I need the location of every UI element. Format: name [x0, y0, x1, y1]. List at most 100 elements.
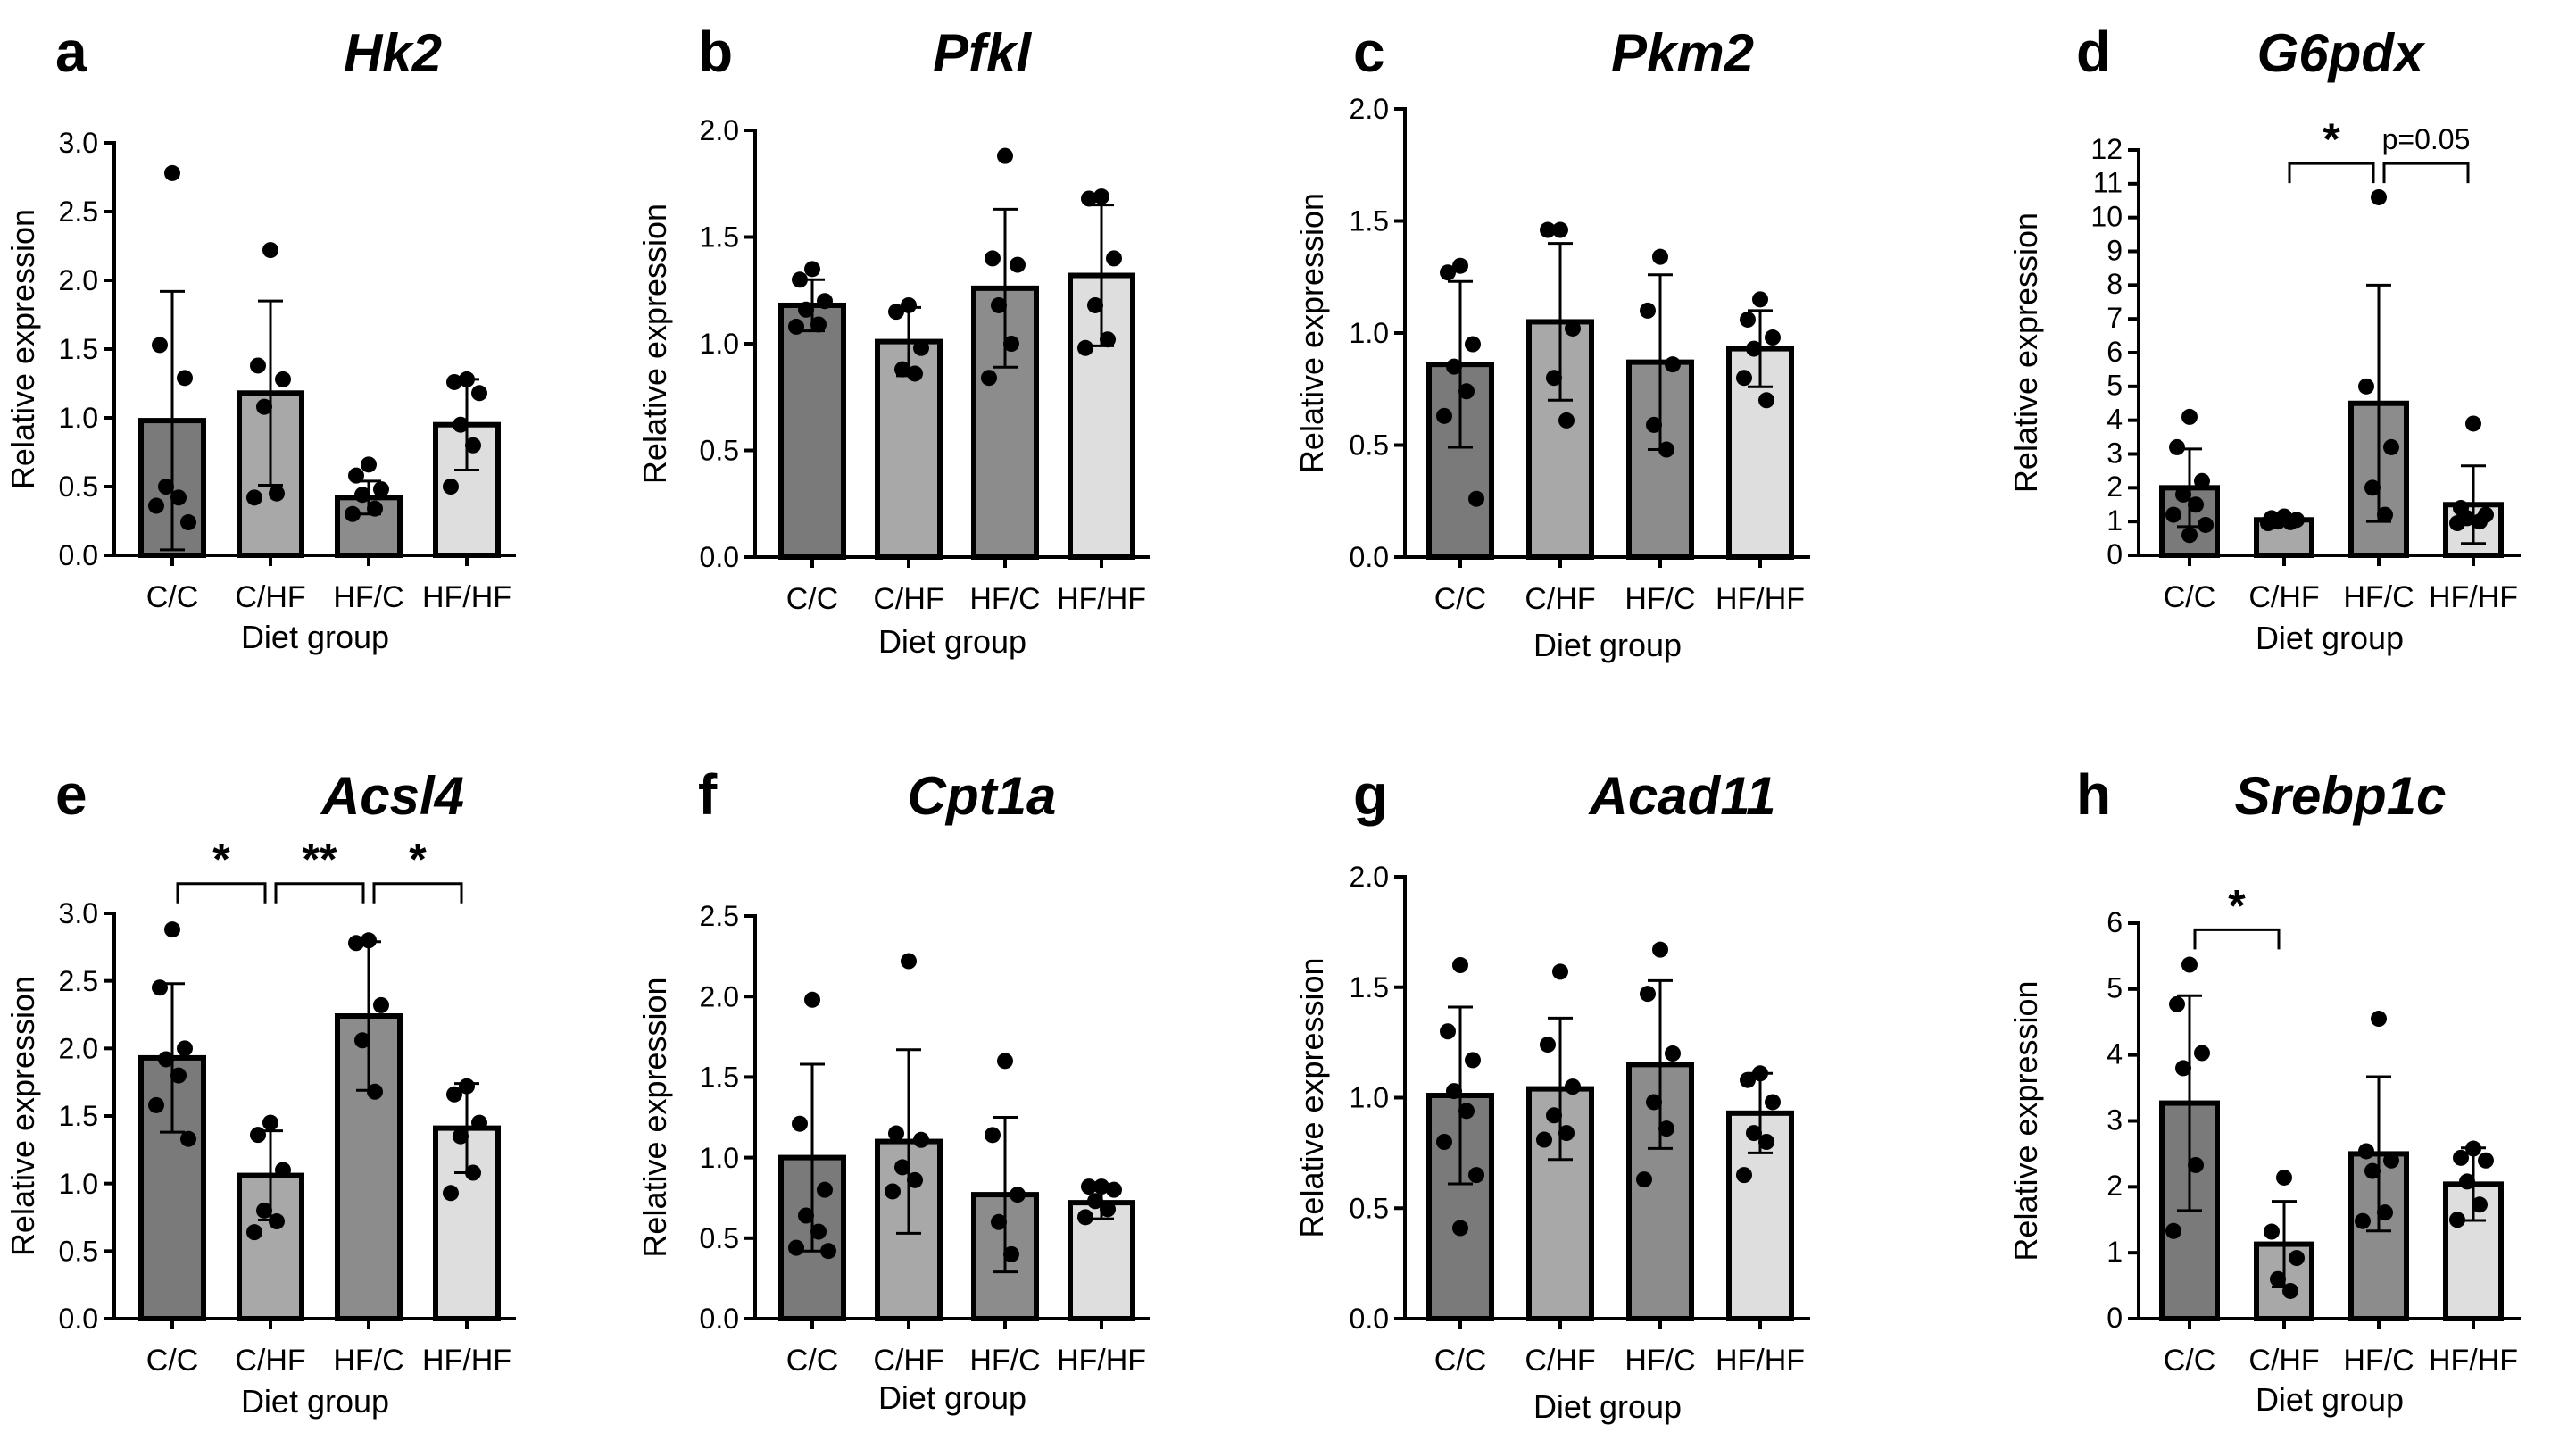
y-tick-label: 0.5	[1350, 429, 1389, 462]
data-point	[913, 339, 929, 356]
data-point	[2194, 1045, 2210, 1062]
data-point	[2371, 188, 2387, 205]
chart-title: Pkm2	[1611, 23, 1754, 83]
data-point	[1636, 1171, 1652, 1188]
data-point	[1652, 941, 1668, 958]
data-point	[1010, 256, 1026, 273]
data-point	[1765, 1094, 1781, 1111]
y-axis-label: Relative expression	[636, 204, 673, 484]
data-point	[991, 1213, 1007, 1230]
x-tick-label: C/HF	[873, 582, 943, 616]
bar-C/C	[778, 302, 846, 560]
data-point	[1468, 1167, 1484, 1184]
y-tick-label: 1.5	[700, 1062, 739, 1094]
data-point	[792, 1115, 808, 1132]
data-point	[453, 416, 469, 433]
chart-title: Hk2	[344, 23, 442, 83]
data-point	[348, 467, 364, 484]
data-point	[1558, 412, 1575, 429]
data-point	[820, 1243, 836, 1260]
y-tick-label: 0	[2107, 538, 2123, 570]
data-point	[907, 1171, 923, 1188]
y-axis-label: Relative expression	[4, 209, 41, 489]
data-point	[1465, 1052, 1481, 1069]
x-tick-label: C/C	[2164, 580, 2216, 614]
data-point	[361, 456, 377, 473]
x-axis-label: Diet group	[2256, 1381, 2404, 1418]
data-point	[2377, 1204, 2393, 1221]
data-point	[1740, 311, 1756, 328]
data-point	[443, 479, 459, 495]
y-tick-label: 2.0	[700, 114, 739, 146]
data-point	[446, 373, 462, 390]
data-point	[1087, 296, 1103, 313]
data-point	[1565, 320, 1581, 337]
y-tick-label: 5	[2107, 972, 2123, 1004]
data-point	[885, 1183, 901, 1200]
x-tick-label: HF/HF	[1057, 1344, 1146, 1378]
x-tick-label: HF/C	[333, 580, 403, 614]
data-point	[1452, 257, 1468, 274]
significance-bracket	[372, 882, 463, 904]
data-point	[817, 1181, 833, 1198]
y-tick-label: 2.5	[700, 900, 739, 932]
data-point	[1087, 1193, 1103, 1210]
data-point	[2188, 1156, 2204, 1173]
data-point	[1106, 1181, 1122, 1198]
data-point	[2260, 515, 2276, 532]
panel-label: e	[55, 762, 87, 827]
data-point	[1640, 302, 1656, 319]
chart-title: Acsl4	[320, 766, 464, 826]
data-point	[798, 301, 814, 318]
data-point	[1010, 1187, 1026, 1203]
data-point	[164, 921, 180, 938]
x-tick-label: C/HF	[2248, 580, 2319, 614]
chart-title: Pfkl	[933, 23, 1032, 83]
y-tick-label: 0.5	[59, 1236, 98, 1268]
significance-bracket	[2288, 162, 2375, 184]
data-point	[1736, 370, 1752, 387]
data-point	[2355, 1212, 2371, 1229]
panel-g: g Acad11 0.0 0.5 1.0 1.5 2.0 C/C C/HF HF/C HF/HF Re…	[1293, 762, 1810, 1425]
x-axis-label: Diet group	[878, 623, 1026, 660]
data-point	[262, 242, 278, 259]
y-tick-label: 4	[2107, 1037, 2123, 1070]
data-point	[1546, 1107, 1562, 1124]
data-point	[2198, 516, 2214, 533]
data-point	[2465, 415, 2481, 432]
bar-HF/HF	[433, 1125, 501, 1321]
panel-label: h	[2076, 762, 2111, 827]
data-point	[888, 304, 904, 321]
data-point	[1093, 188, 1109, 205]
data-point	[792, 271, 808, 288]
x-tick-label: HF/C	[969, 582, 1040, 616]
y-tick-label: 8	[2107, 268, 2123, 300]
y-tick-label: 3.0	[59, 897, 98, 929]
data-point	[471, 385, 487, 402]
x-tick-label: C/HF	[1525, 582, 1595, 616]
panel-c: c Pkm2 0.0 0.5 1.0 1.5 2.0 C/C C/HF HF/C HF/HF Rela…	[1293, 20, 1810, 663]
x-tick-label: HF/C	[2343, 1344, 2414, 1378]
data-point	[1536, 1131, 1552, 1148]
data-point	[788, 318, 804, 335]
x-tick-label: HF/HF	[422, 580, 511, 614]
y-axis-label: Relative expression	[4, 976, 41, 1256]
x-tick-label: C/HF	[1525, 1344, 1595, 1378]
x-axis-label: Diet group	[2256, 620, 2404, 656]
y-axis-label: Relative expression	[1293, 193, 1330, 473]
y-tick-label: 0.5	[700, 1222, 739, 1254]
data-point	[1458, 1103, 1475, 1120]
data-point	[1440, 1023, 1456, 1040]
panel-label: a	[55, 20, 87, 84]
data-point	[2383, 438, 2399, 455]
x-tick-label: C/C	[786, 1344, 839, 1378]
data-point	[2181, 408, 2198, 425]
data-point	[1752, 1065, 1768, 1082]
y-tick-label: 1.5	[700, 221, 739, 254]
data-point	[1740, 1071, 1756, 1088]
data-point	[269, 485, 285, 502]
y-tick-label: 0.5	[1350, 1192, 1389, 1224]
data-point	[2472, 513, 2488, 530]
panel-label: d	[2076, 20, 2111, 84]
data-point	[2282, 1282, 2298, 1299]
